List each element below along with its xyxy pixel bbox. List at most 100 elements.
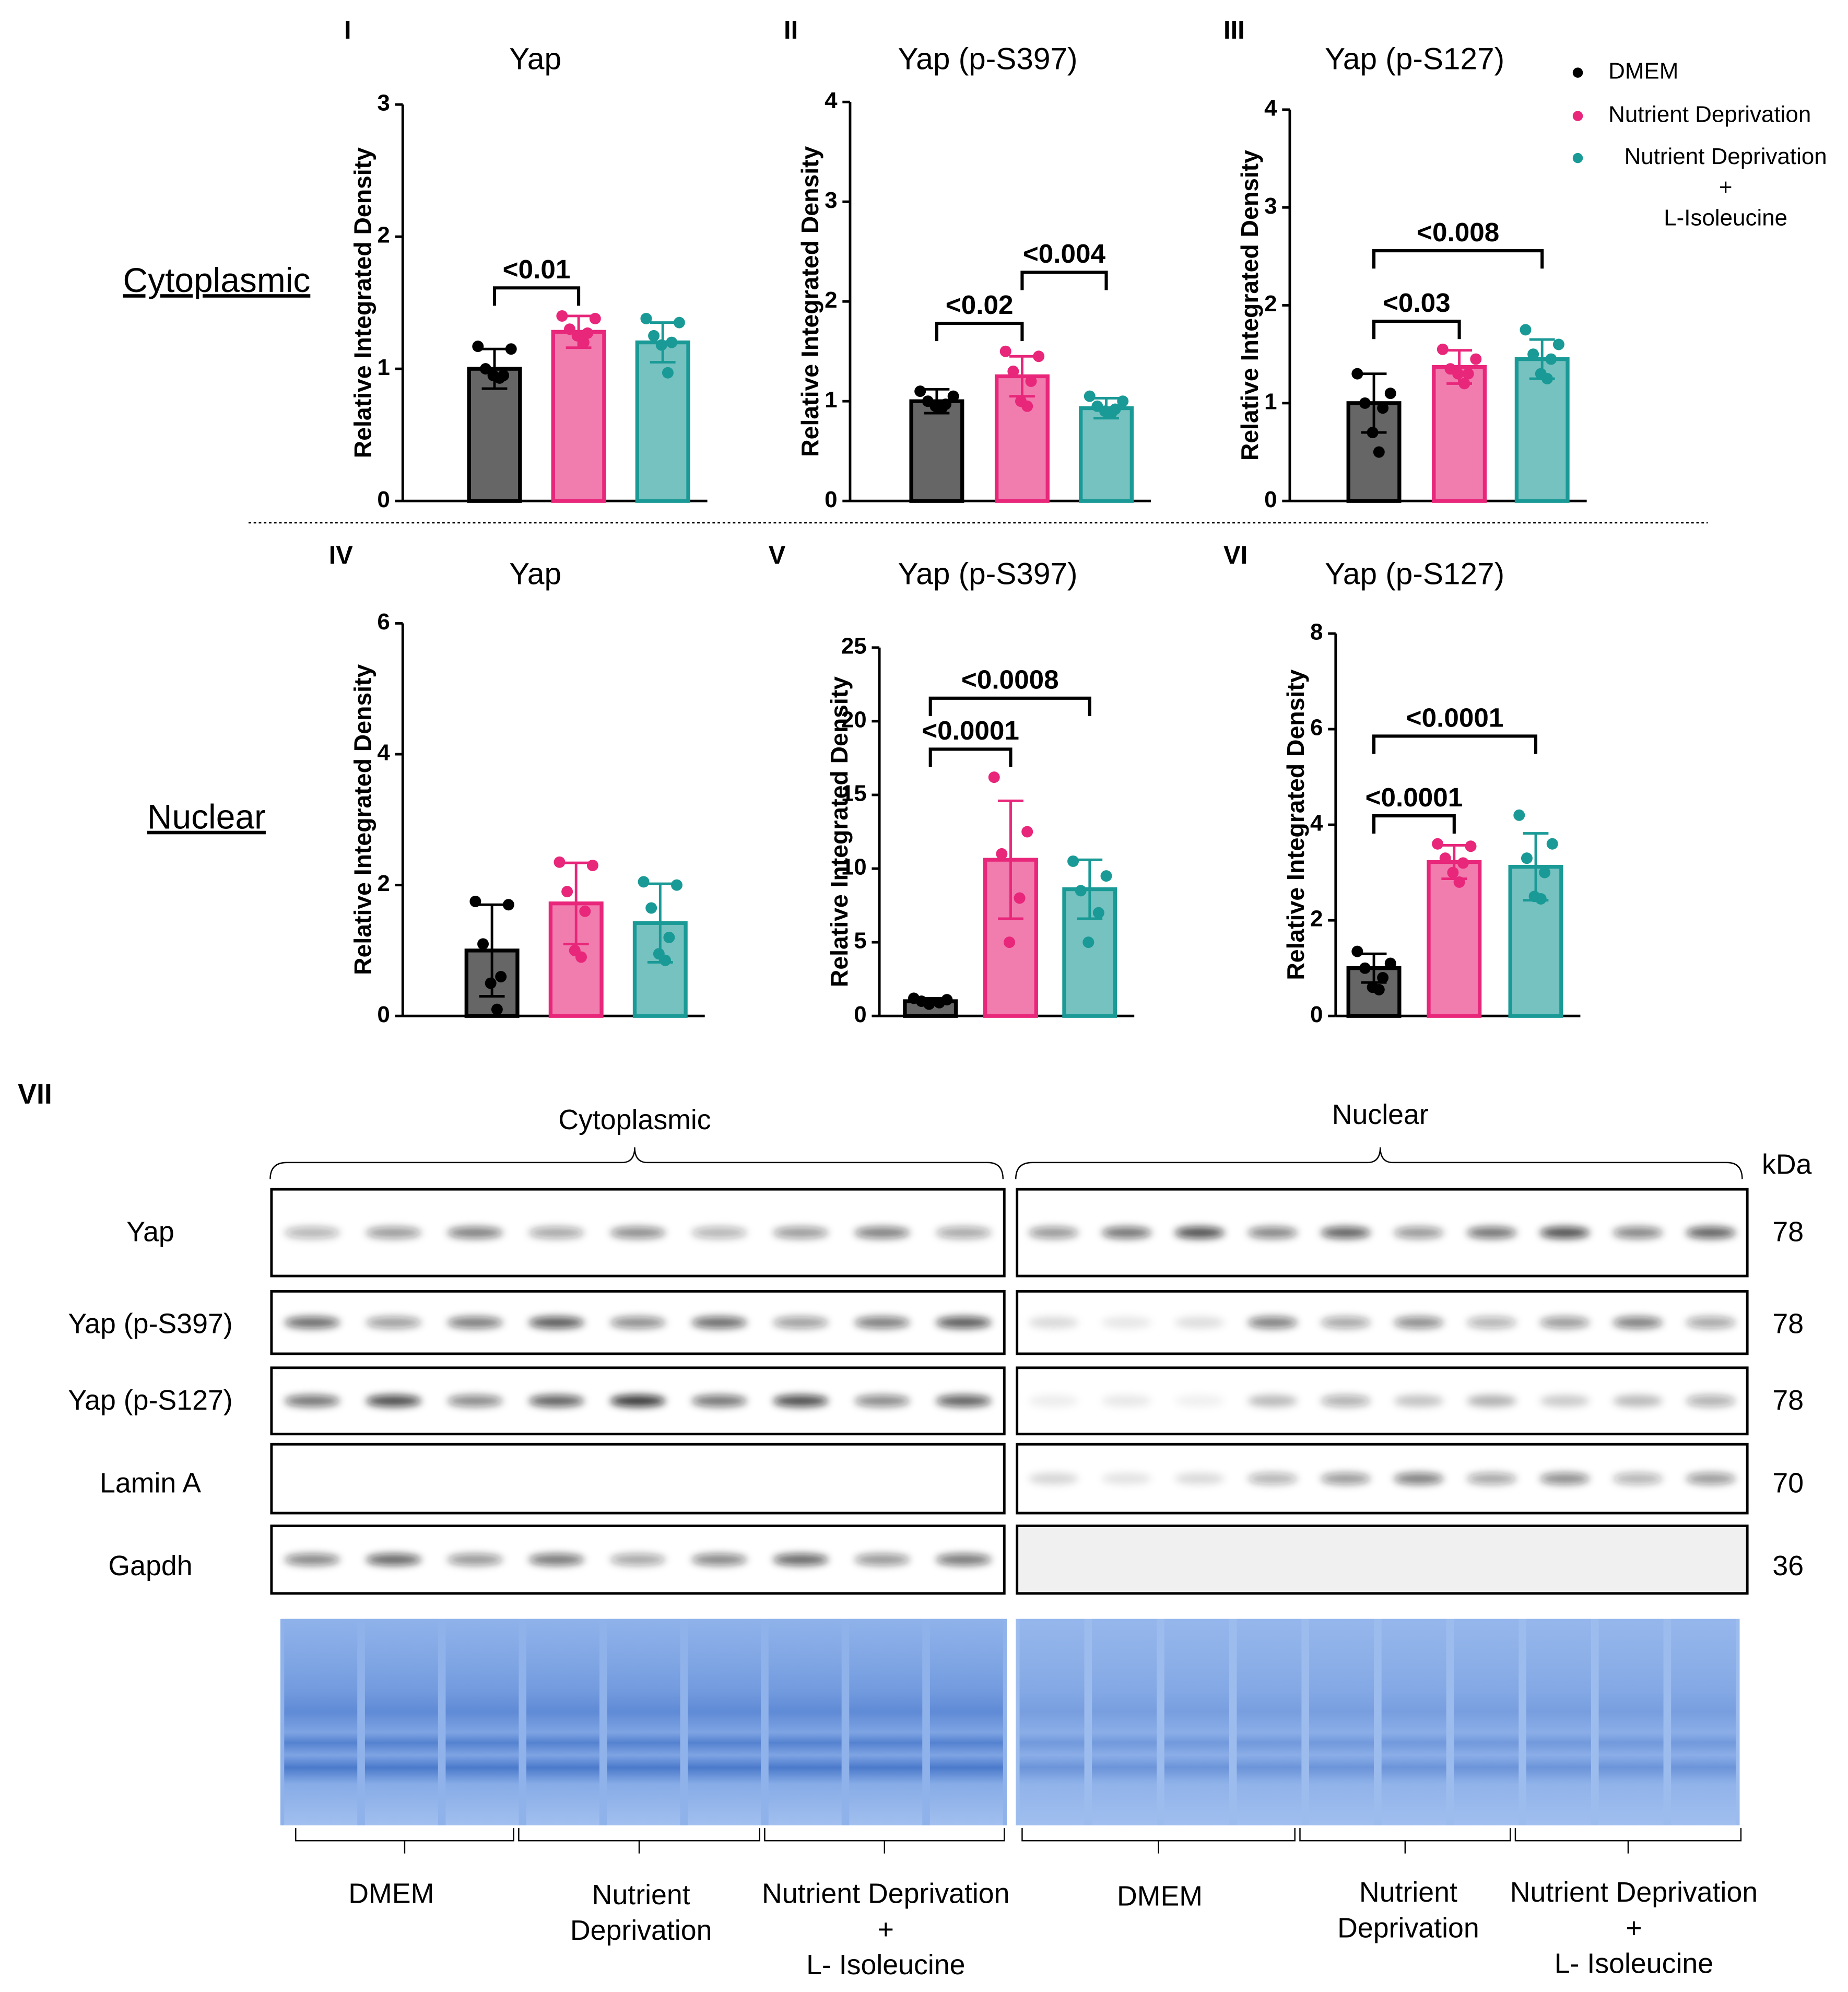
- condition-label: DMEM: [1117, 1880, 1203, 1912]
- data-point: [933, 997, 945, 1009]
- data-point: [469, 895, 481, 907]
- y-tick-label: 0: [377, 1002, 390, 1027]
- data-point: [479, 363, 491, 375]
- blot-band: [1612, 1227, 1663, 1239]
- y-tick-label: 2: [377, 222, 390, 248]
- bar: [467, 367, 522, 503]
- blot-band: [1321, 1473, 1371, 1485]
- condition-bracket: [764, 1827, 1005, 1854]
- data-point: [660, 954, 672, 966]
- y-tick-label: 10: [841, 854, 867, 880]
- panel-label: I: [344, 16, 351, 44]
- blot-band: [1612, 1395, 1663, 1407]
- data-point: [1084, 390, 1096, 402]
- blot-frame: [1016, 1525, 1749, 1595]
- data-point: [1359, 962, 1371, 974]
- condition-label: Deprivation: [570, 1915, 712, 1946]
- data-point: [561, 886, 573, 898]
- y-tick-label: 1: [377, 355, 390, 380]
- y-tick-label: 3: [1264, 193, 1277, 219]
- data-point: [556, 310, 568, 322]
- blot-band: [1394, 1395, 1444, 1407]
- data-point: [575, 951, 587, 963]
- blot-band: [1101, 1395, 1151, 1407]
- data-point: [1117, 395, 1129, 407]
- chart-title: Yap (p-S397): [898, 557, 1078, 591]
- data-point: [673, 317, 685, 329]
- bracket: [1015, 1147, 1743, 1179]
- condition-bracket: [295, 1827, 514, 1854]
- error-bar: [563, 861, 589, 945]
- data-point: [1021, 400, 1033, 412]
- data-point: [1021, 826, 1033, 838]
- blot-band: [1467, 1395, 1517, 1407]
- data-point: [1351, 368, 1363, 380]
- chart-title: Yap: [509, 42, 561, 76]
- data-point: [1007, 365, 1019, 377]
- blot-band: [773, 1227, 829, 1239]
- blot-band: [284, 1227, 340, 1239]
- fraction-label: Cytoplasmic: [558, 1104, 711, 1135]
- legend-marker: [1572, 111, 1583, 121]
- data-point: [914, 385, 926, 397]
- blot-band: [366, 1554, 421, 1566]
- blot-band: [936, 1395, 992, 1407]
- stain-lane: [1526, 1619, 1591, 1826]
- data-point: [1384, 388, 1396, 400]
- significance-bracket: [1372, 814, 1456, 834]
- unit-label: kDa: [1762, 1149, 1812, 1180]
- blot-band: [854, 1395, 910, 1407]
- data-point: [1546, 838, 1558, 850]
- blot-band: [854, 1554, 910, 1566]
- data-point: [640, 313, 652, 324]
- bar: [909, 399, 964, 503]
- data-point: [502, 899, 514, 911]
- blot-band: [1394, 1227, 1444, 1239]
- data-point: [1067, 855, 1079, 867]
- blot-band: [773, 1554, 829, 1566]
- significance-bracket: [492, 286, 581, 306]
- data-point: [586, 860, 598, 872]
- data-point: [495, 971, 507, 983]
- stain-lane: [284, 1619, 358, 1826]
- blot-band: [1539, 1317, 1590, 1329]
- stain-lane: [1237, 1619, 1302, 1826]
- blot-band: [1686, 1227, 1736, 1239]
- data-point: [1373, 446, 1385, 458]
- data-point: [936, 402, 948, 414]
- row-label: Cytoplasmic: [123, 261, 311, 299]
- blot-band: [1029, 1317, 1079, 1329]
- kda-label: 70: [1772, 1468, 1804, 1499]
- stain-lane: [768, 1619, 842, 1826]
- data-point: [1552, 338, 1564, 350]
- bar: [1079, 406, 1134, 503]
- blot-band: [1539, 1395, 1590, 1407]
- data-point: [1541, 373, 1553, 385]
- legend-label: L-Isoleucine: [1664, 205, 1787, 230]
- y-tick-label: 1: [825, 387, 837, 413]
- blot-band: [284, 1395, 340, 1407]
- y-tick-label: 5: [854, 928, 866, 954]
- data-point: [1359, 397, 1371, 409]
- data-point: [582, 327, 594, 339]
- blot-band: [1101, 1317, 1151, 1329]
- blot-band: [1029, 1227, 1079, 1239]
- data-point: [996, 848, 1008, 860]
- significance-bracket: [1372, 320, 1461, 339]
- y-axis-label: Relative Integrated Density: [826, 676, 853, 987]
- blot-band: [1247, 1473, 1298, 1485]
- blot-band: [691, 1395, 747, 1407]
- stain-lane: [526, 1619, 599, 1826]
- stain-lane: [688, 1619, 761, 1826]
- blot-band: [1394, 1473, 1444, 1485]
- legend-label: Nutrient Deprivation: [1625, 144, 1827, 169]
- data-point: [923, 998, 935, 1010]
- stain-lane: [1381, 1619, 1446, 1826]
- chart-title: Yap (p-S127): [1325, 42, 1504, 76]
- y-tick-label: 4: [1264, 96, 1277, 121]
- blot-band: [1321, 1227, 1371, 1239]
- panel-label: V: [769, 541, 786, 569]
- blot-band: [1686, 1395, 1736, 1407]
- data-point: [662, 367, 674, 379]
